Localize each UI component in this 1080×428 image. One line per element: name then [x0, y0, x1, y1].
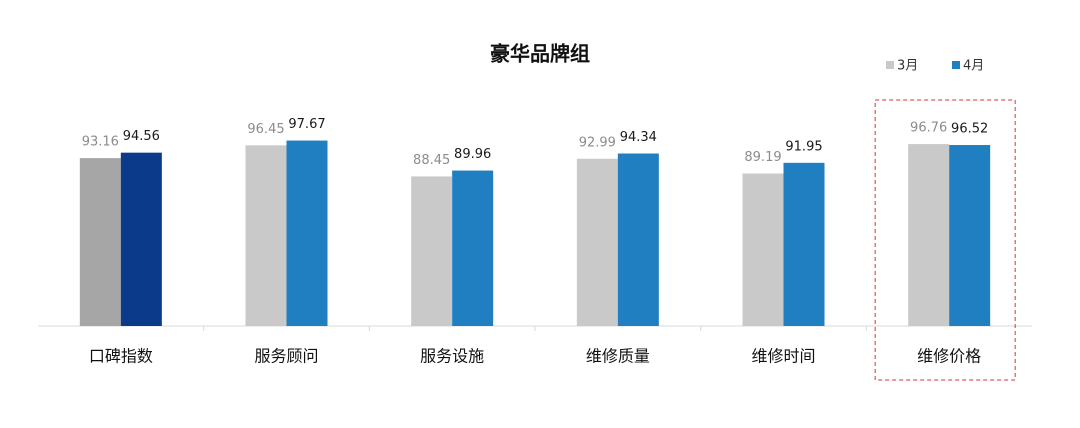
value-label: 93.16: [82, 135, 119, 150]
bar: [949, 145, 991, 326]
bar: [617, 153, 659, 326]
highlight-box: [874, 99, 1016, 381]
value-label: 92.99: [579, 135, 616, 150]
chart-title: 豪华品牌组: [490, 42, 590, 66]
value-label: 96.76: [910, 121, 947, 136]
bar: [411, 176, 453, 326]
x-tick-label: 维修时间: [751, 347, 815, 366]
bar: [286, 140, 328, 326]
bar: [576, 158, 618, 326]
value-label: 89.96: [454, 147, 491, 162]
legend-swatch: [886, 61, 894, 69]
x-tick-label: 维修价格: [917, 347, 981, 366]
x-tick-label: 口碑指数: [89, 347, 153, 366]
bar: [908, 144, 950, 326]
bar: [245, 145, 287, 326]
value-label: 94.56: [123, 129, 160, 144]
x-tick-label: 维修质量: [586, 347, 650, 366]
value-label: 88.45: [413, 153, 450, 168]
legend-label: 3月: [897, 59, 918, 74]
value-label: 91.95: [785, 139, 822, 154]
bar: [79, 158, 121, 326]
value-label: 96.52: [951, 122, 988, 137]
legend-label: 4月: [963, 59, 984, 74]
bar: [742, 173, 784, 326]
x-tick-label: 服务设施: [420, 347, 484, 366]
bar: [120, 152, 162, 326]
bar: [452, 170, 494, 326]
value-label: 96.45: [247, 122, 284, 137]
legend-swatch: [952, 61, 960, 69]
value-label: 97.67: [288, 117, 325, 132]
bar: [783, 162, 825, 326]
value-label: 89.19: [744, 150, 781, 165]
value-label: 94.34: [620, 130, 657, 145]
x-tick-label: 服务顾问: [254, 347, 318, 366]
